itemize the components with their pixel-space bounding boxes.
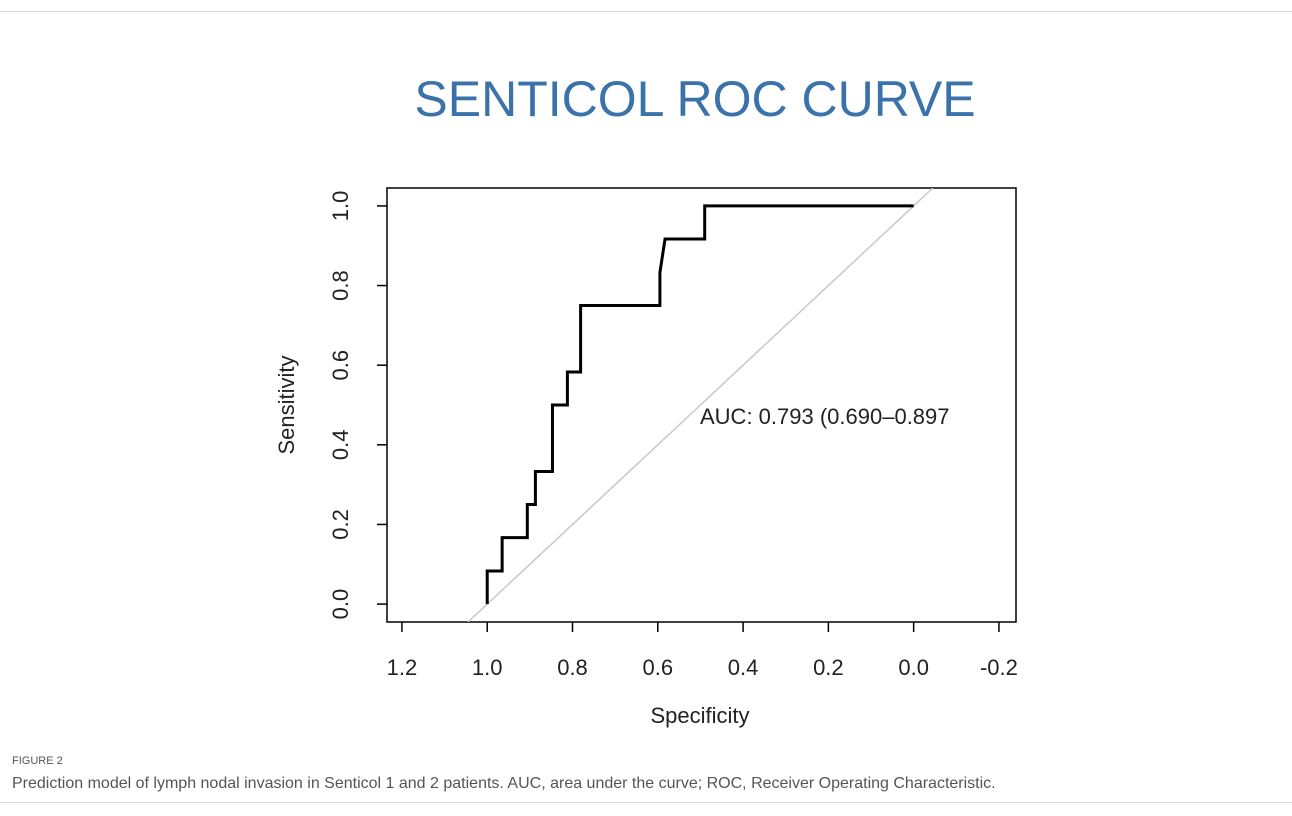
x-tick-label: 0.6 [642, 655, 673, 680]
annotation: AUC: 0.793 (0.690–0.897 [700, 404, 950, 429]
x-tick-label: 0.0 [898, 655, 929, 680]
divider [0, 11, 1292, 12]
y-tick-label: 1.0 [328, 191, 353, 222]
x-tick-label: -0.2 [980, 655, 1018, 680]
x-tick-label: 0.8 [557, 655, 588, 680]
y-tick-label: 0.6 [328, 350, 353, 381]
x-axis-label: Specificity [650, 703, 749, 728]
reference-line [467, 188, 934, 622]
y-tick-label: 0.0 [328, 589, 353, 620]
y-tick-label: 0.4 [328, 430, 353, 461]
plot-frame [386, 187, 1017, 623]
x-tick-label: 1.0 [472, 655, 503, 680]
figure-label: FIGURE 2 [12, 755, 63, 767]
caption: Prediction model of lymph nodal invasion… [12, 775, 996, 792]
x-tick-label: 0.4 [728, 655, 759, 680]
x-tick-label: 1.2 [387, 655, 418, 680]
chart: SENTICOL ROC CURVE Specificity Sensitivi… [274, 71, 1018, 728]
y-tick-label: 0.8 [328, 270, 353, 301]
roc-curve [485, 204, 914, 605]
chart-title: SENTICOL ROC CURVE [414, 71, 975, 127]
plot-area: AUC: 0.793 (0.690–0.897 [467, 188, 950, 622]
divider [0, 802, 1292, 803]
y-tick-label: 0.2 [328, 509, 353, 540]
x-tick-label: 0.2 [813, 655, 844, 680]
y-axis-label: Sensitivity [274, 355, 299, 454]
